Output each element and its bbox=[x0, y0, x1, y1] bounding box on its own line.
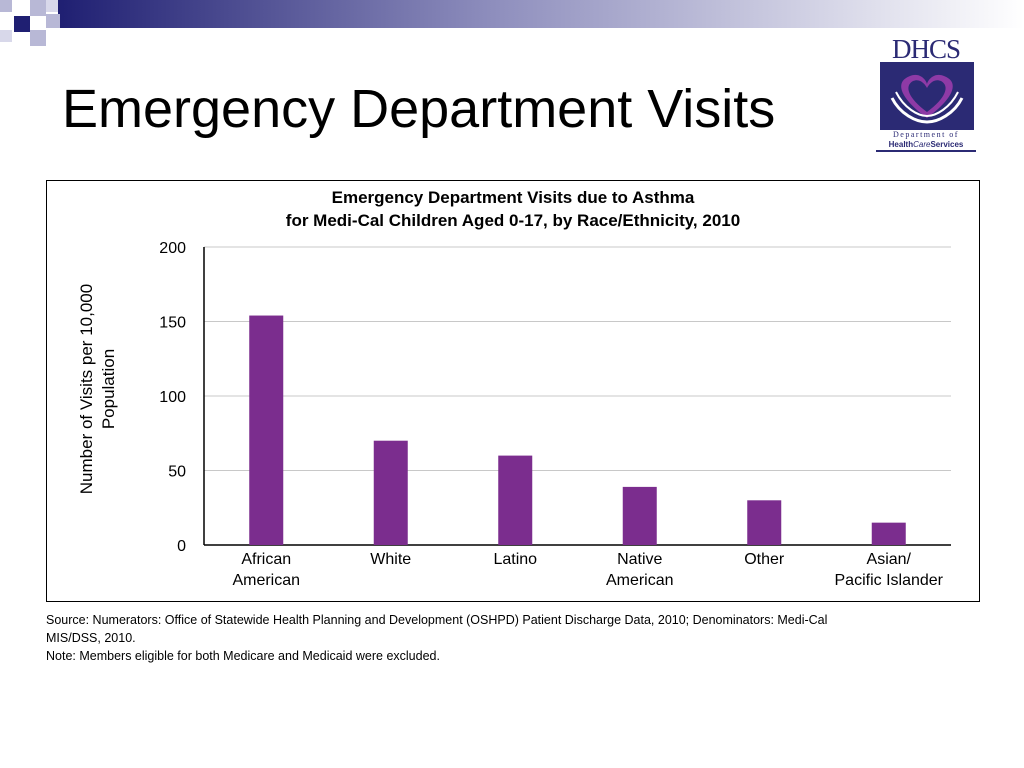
bar-3 bbox=[622, 486, 657, 545]
x-tick-label: American bbox=[606, 572, 674, 589]
y-tick-label: 200 bbox=[159, 240, 186, 257]
logo-emblem bbox=[880, 62, 974, 130]
bar-5 bbox=[871, 522, 906, 545]
footnote-source-line2: MIS/DSS, 2010. bbox=[46, 631, 136, 645]
logo-agency-care: Care bbox=[913, 140, 931, 149]
y-tick-label: 100 bbox=[159, 389, 186, 406]
x-tick-label: Latino bbox=[493, 551, 537, 568]
slide-title: Emergency Department Visits bbox=[62, 79, 776, 139]
footnote-note: Note: Members eligible for both Medicare… bbox=[46, 649, 440, 663]
header-band-graphic bbox=[0, 0, 1024, 46]
logo-department-line: Department of bbox=[893, 130, 959, 139]
chart-title: Emergency Department Visits due to Asthm… bbox=[47, 186, 979, 232]
heart-hands-icon bbox=[890, 74, 964, 124]
bar-2 bbox=[498, 455, 533, 545]
x-tick-label: Asian/ bbox=[867, 551, 912, 568]
chart-panel: Emergency Department Visits due to Asthm… bbox=[46, 180, 980, 602]
x-tick-label: Pacific Islander bbox=[835, 572, 944, 589]
x-tick-label: Native bbox=[617, 551, 662, 568]
header-decoration-band bbox=[0, 0, 1024, 62]
chart-title-line1: Emergency Department Visits due to Asthm… bbox=[331, 188, 695, 207]
y-tick-label: 50 bbox=[168, 464, 186, 481]
bar-4 bbox=[747, 500, 782, 545]
y-tick-label: 150 bbox=[159, 315, 186, 332]
logo-agency-services: Services bbox=[930, 140, 964, 149]
x-tick-label: White bbox=[370, 551, 411, 568]
bar-1 bbox=[373, 440, 408, 545]
x-tick-label: African bbox=[241, 551, 291, 568]
dhcs-logo: DHCS Department of HealthCareServices bbox=[876, 34, 976, 156]
x-tick-label: Other bbox=[744, 551, 785, 568]
logo-wordmark: DHCS bbox=[891, 34, 961, 64]
bar-chart: 0 50 100 150 200 African American White Latino Na… bbox=[159, 240, 951, 589]
footnote-source-line1: Source: Numerators: Office of Statewide … bbox=[46, 613, 828, 627]
logo-agency-line: HealthCareServices bbox=[876, 140, 976, 152]
bar-0 bbox=[249, 315, 284, 545]
y-tick-label: 0 bbox=[177, 538, 186, 555]
chart-footnote: Source: Numerators: Office of Statewide … bbox=[46, 611, 976, 665]
x-tick-label: American bbox=[232, 572, 300, 589]
logo-agency-health: Health bbox=[888, 140, 914, 149]
chart-title-line2: for Medi-Cal Children Aged 0-17, by Race… bbox=[285, 211, 741, 230]
